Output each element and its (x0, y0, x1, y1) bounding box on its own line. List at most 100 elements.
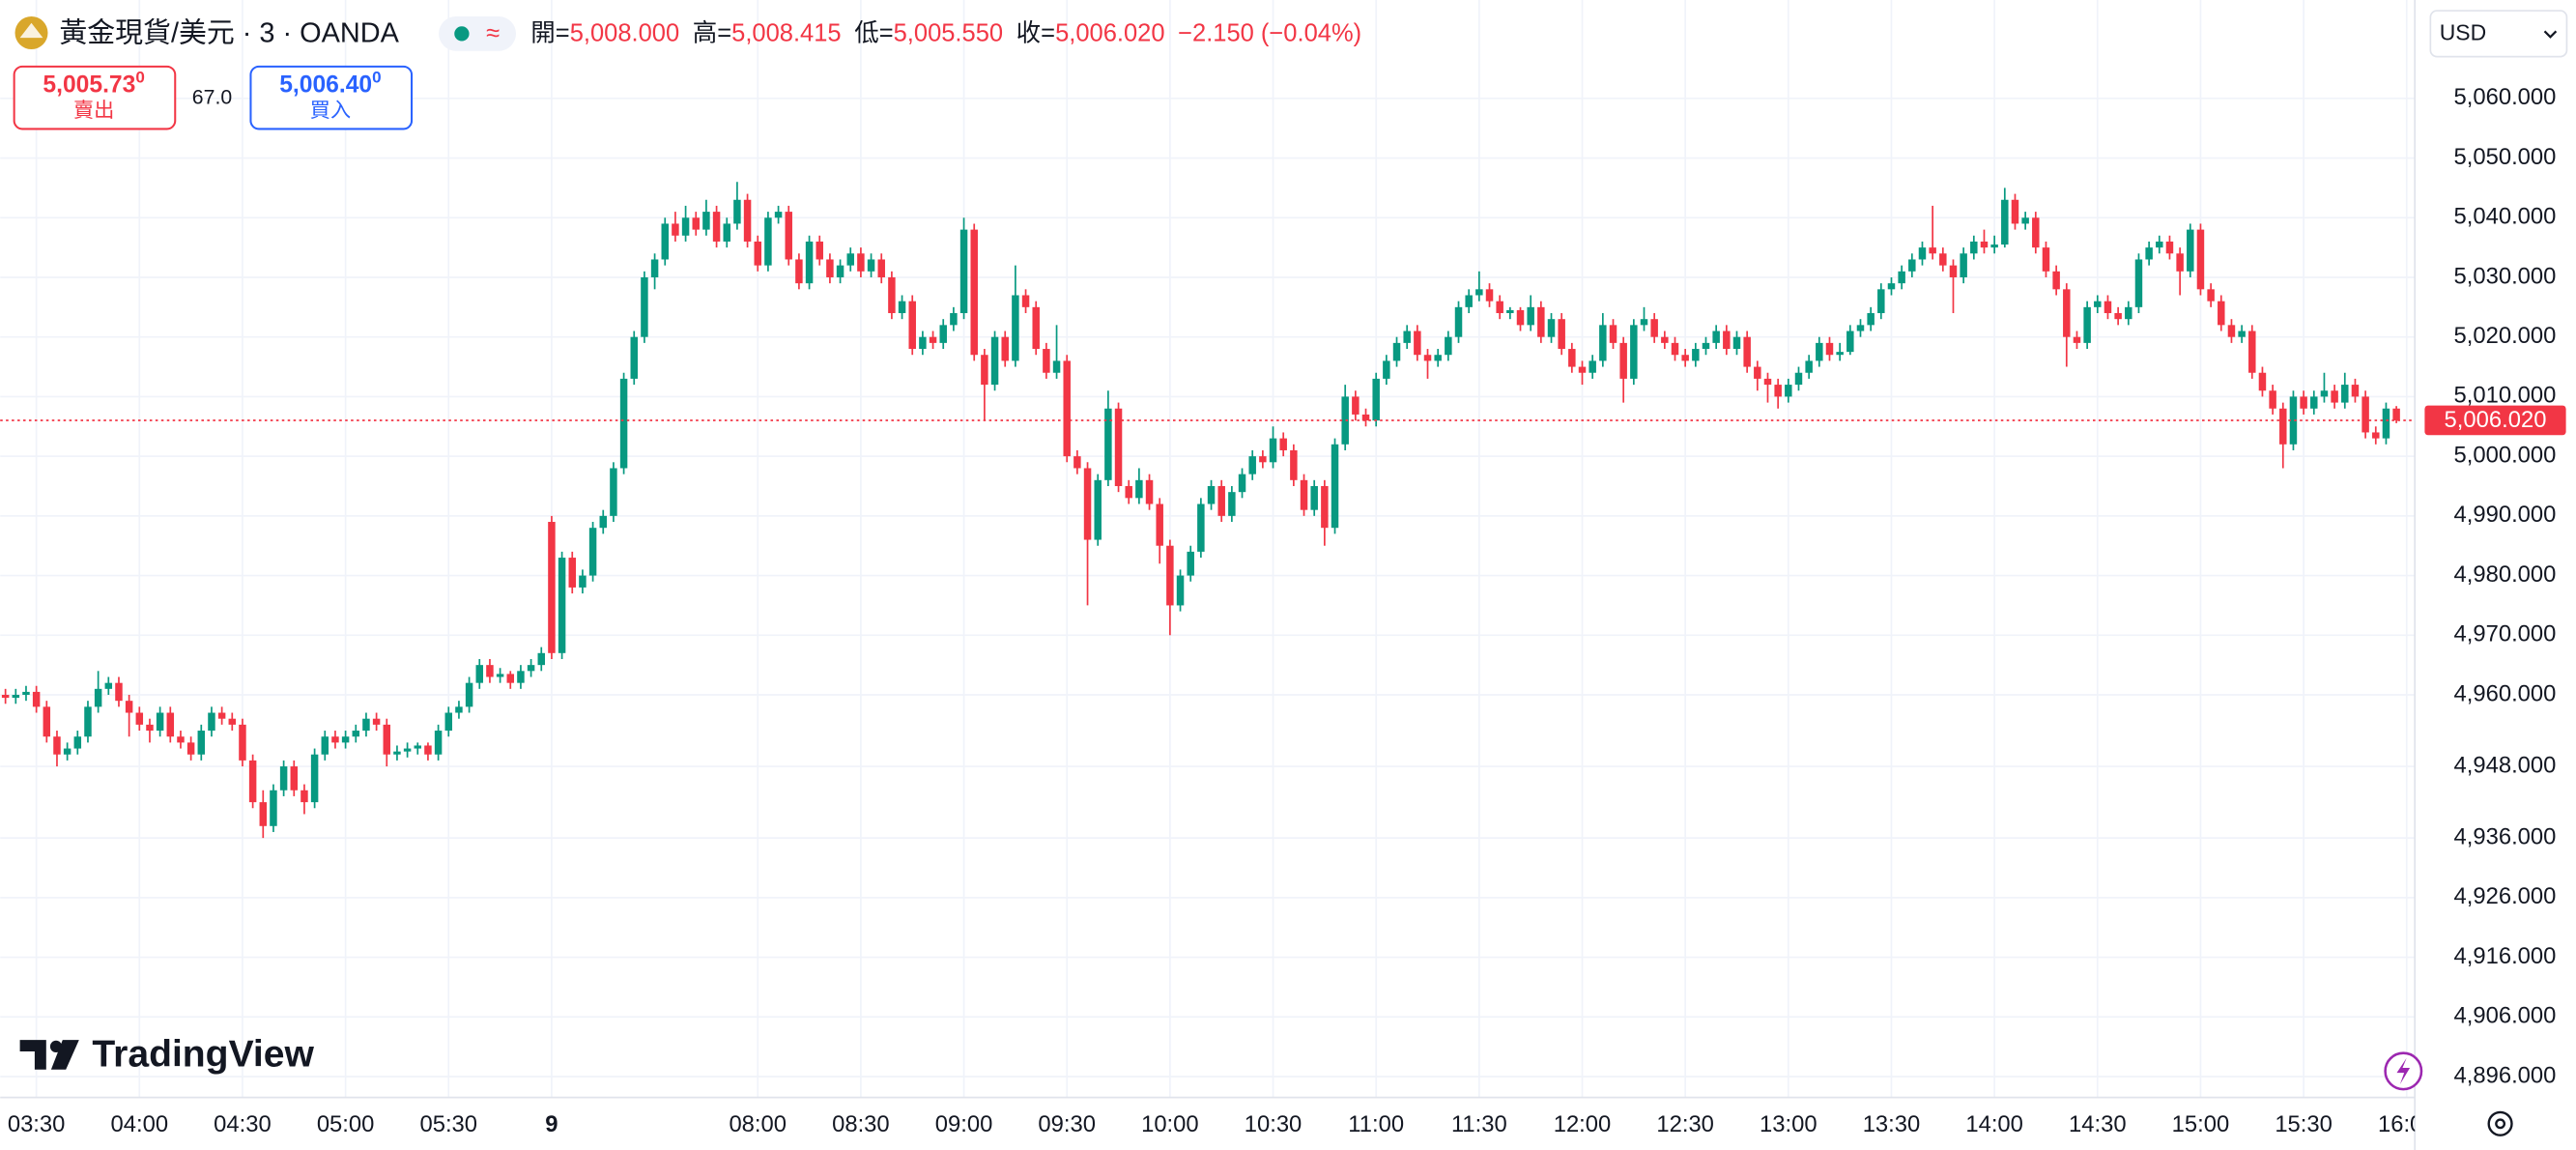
candle-body (1578, 366, 1587, 373)
candle-body (650, 259, 659, 277)
candle-body (2052, 271, 2060, 290)
x-tick-label: 05:00 (317, 1111, 375, 1137)
candle-body (1877, 289, 1885, 314)
x-tick-label: 9 (545, 1111, 558, 1137)
candle-body (1043, 349, 1050, 373)
x-tick-label: 05:30 (419, 1111, 477, 1137)
candle-body (1238, 474, 1246, 493)
y-tick-label: 4,980.000 (2454, 561, 2557, 588)
candle-body (1445, 336, 1452, 356)
x-tick-label: 04:00 (111, 1111, 169, 1137)
grid (0, 0, 2416, 1098)
candle-body (22, 691, 30, 696)
candle-body (1816, 342, 1823, 361)
x-tick-label: 08:00 (729, 1111, 787, 1137)
candle-body (1392, 342, 1401, 361)
candle-body (2279, 408, 2287, 445)
candle-body (1619, 342, 1627, 379)
candle-body (2063, 289, 2071, 337)
status-pill[interactable] (439, 16, 516, 51)
candle-body (877, 259, 885, 277)
candle-body (486, 665, 494, 677)
candle-body (1970, 241, 1978, 254)
sell-button[interactable]: 5,005.730 賣出 (13, 65, 177, 130)
candle-body (1918, 247, 1927, 260)
candle-body (959, 229, 968, 314)
x-tick-label: 09:00 (935, 1111, 993, 1137)
candle-body (1145, 479, 1154, 504)
candle-body (1537, 306, 1545, 337)
candle-body (372, 718, 381, 725)
settings-icon (2487, 1110, 2513, 1136)
y-tick-label: 5,010.000 (2454, 383, 2557, 409)
candle-body (2145, 247, 2153, 260)
buy-pipette: 0 (372, 69, 381, 87)
candle-body (527, 665, 535, 672)
ohlc-label: 開= (530, 19, 569, 46)
settings-button[interactable] (2487, 1110, 2513, 1136)
candle-body (888, 276, 896, 314)
candle-body (1001, 336, 1009, 361)
y-tick-label: 5,050.000 (2454, 144, 2557, 170)
candle-body (588, 528, 597, 576)
y-tick-label: 4,970.000 (2454, 621, 2557, 647)
candle-body (1032, 306, 1040, 350)
candle-body (1187, 551, 1194, 576)
candle-body (1176, 575, 1185, 606)
candle-body (610, 468, 617, 516)
candle-body (1774, 385, 1782, 397)
candle-body (2176, 253, 2184, 272)
candle-body (1568, 349, 1576, 367)
candle-body (2073, 336, 2081, 343)
candle-body (186, 742, 195, 755)
candle-body (362, 718, 370, 732)
candle-body (2011, 199, 2019, 224)
candle-body (702, 212, 710, 230)
y-tick-label: 4,936.000 (2454, 823, 2557, 849)
candle-body (2094, 301, 2102, 307)
candle-body (1331, 444, 1339, 529)
candle-body (1527, 306, 1534, 326)
currency-box[interactable] (2429, 10, 2568, 58)
brand-logo[interactable]: TradingView (19, 1033, 315, 1075)
candle-body (733, 199, 741, 224)
candle-body (239, 724, 246, 761)
candle-body (1949, 265, 1958, 277)
candle-body (816, 241, 823, 260)
lightning-icon (2396, 1057, 2411, 1084)
y-tick-label: 4,990.000 (2454, 502, 2557, 528)
candle-body (2361, 396, 2369, 433)
candle-body (2289, 396, 2298, 445)
buy-box[interactable] (249, 65, 414, 130)
candle-body (681, 217, 690, 236)
x-tick-label: 10:00 (1141, 1111, 1199, 1137)
candle-body (579, 575, 587, 588)
candles (1, 182, 2400, 839)
buy-button[interactable]: 5,006.400 買入 (249, 65, 414, 130)
candle-body (1279, 438, 1287, 450)
candle-body (208, 712, 215, 732)
sell-box[interactable] (13, 65, 177, 130)
currency-selector[interactable]: USD (2429, 10, 2568, 58)
x-tick-label: 12:30 (1656, 1111, 1714, 1137)
buy-label: 買入 (310, 99, 352, 122)
candle-body (898, 301, 906, 314)
candle-body (496, 674, 504, 677)
candle-body (341, 736, 350, 743)
candle-body (177, 736, 185, 743)
candle-body (1856, 325, 1865, 331)
settings-icon (2495, 1118, 2506, 1130)
buy-price: 5,006.400 (279, 69, 381, 98)
candle-body (2310, 396, 2318, 409)
candle-body (455, 706, 463, 713)
candle-body (517, 671, 525, 683)
candle-body (506, 674, 515, 683)
x-tick-label: 16:00 (2378, 1111, 2436, 1137)
candle-body (2218, 301, 2225, 326)
candle-body (1929, 247, 1936, 254)
candle-body (2187, 229, 2194, 272)
candle-body (1, 695, 10, 699)
candle-body (1785, 385, 1792, 397)
y-tick-label: 4,896.000 (2454, 1062, 2557, 1088)
